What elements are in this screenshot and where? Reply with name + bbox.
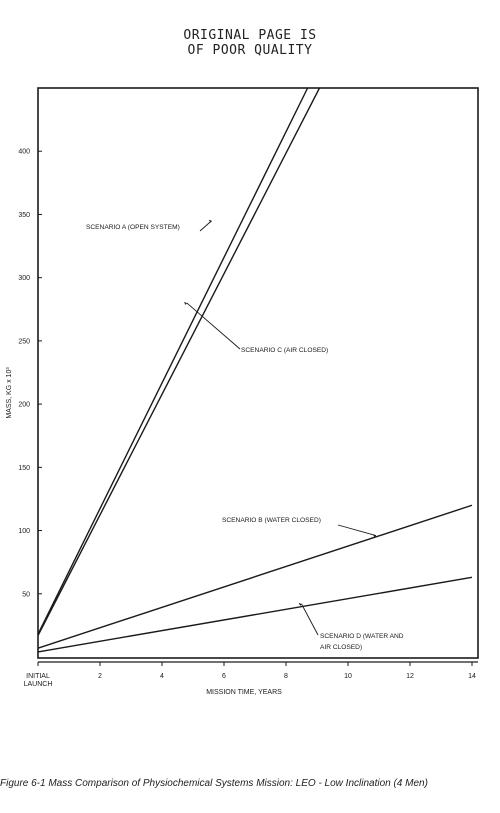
y-tick-label: 150	[18, 465, 30, 472]
figure-caption: Figure 6-1 Mass Comparison of Physiochem…	[0, 778, 428, 789]
y-tick-label: 100	[18, 528, 30, 535]
annotation-label-4: AIR CLOSED)	[320, 644, 362, 651]
y-tick-label: 400	[18, 149, 30, 156]
x-tick-label: 12	[406, 673, 414, 680]
y-tick-label: 300	[18, 275, 30, 282]
annotation-label-1: SCENARIO A (OPEN SYSTEM)	[86, 224, 180, 231]
series-line-2	[37, 87, 321, 636]
x-tick-label: 2	[98, 673, 102, 680]
x-axis-label: MISSION TIME, YEARS	[206, 689, 282, 696]
annotation-leader-3	[337, 524, 377, 537]
annotation-label-4: SCENARIO D (WATER AND	[320, 633, 404, 640]
quality-stamp-line-2: OF POOR QUALITY	[187, 43, 313, 58]
x-tick-label: INITIAL	[26, 673, 50, 680]
annotation-leader-2	[186, 302, 241, 350]
series-line-3	[37, 504, 473, 649]
plot-frame	[37, 87, 479, 659]
annotation-arrowhead-1	[208, 219, 212, 223]
x-tick-label: 8	[284, 673, 288, 680]
annotation-leader-4	[301, 603, 319, 636]
annotation-label-3: SCENARIO B (WATER CLOSED)	[222, 517, 321, 524]
x-tick-label: 6	[222, 673, 226, 680]
series-layer	[37, 87, 473, 653]
annotation-leader-1	[199, 220, 212, 232]
x-tick-label: 4	[160, 673, 164, 680]
x-tick-sublabel: LAUNCH	[24, 681, 53, 688]
x-axis: INITIAL 2 4 6 8 10 12 14 LAUNCH	[24, 662, 476, 688]
annotation-arrowhead-3	[372, 534, 376, 538]
y-tick-label: 250	[18, 338, 30, 345]
y-tick-label: 200	[18, 402, 30, 409]
y-tick-label: 50	[22, 591, 30, 598]
y-axis-label: MASS, KG x 10³	[6, 367, 13, 419]
annotation-arrowhead-2	[183, 301, 187, 305]
x-tick-label: 10	[344, 673, 352, 680]
quality-stamp-line-1: ORIGINAL PAGE IS	[183, 28, 317, 43]
x-tick-label: 14	[468, 673, 476, 680]
series-line-4	[37, 576, 473, 653]
annotation-layer: SCENARIO A (OPEN SYSTEM) SCENARIO C (AIR …	[86, 219, 404, 651]
annotation-arrowhead-4	[298, 602, 302, 606]
y-tick-label: 350	[18, 212, 30, 219]
y-axis: 50 100 150 200 250 300 350 400	[18, 149, 42, 598]
series-line-1	[37, 87, 309, 635]
annotation-label-2: SCENARIO C (AIR CLOSED)	[241, 347, 328, 354]
